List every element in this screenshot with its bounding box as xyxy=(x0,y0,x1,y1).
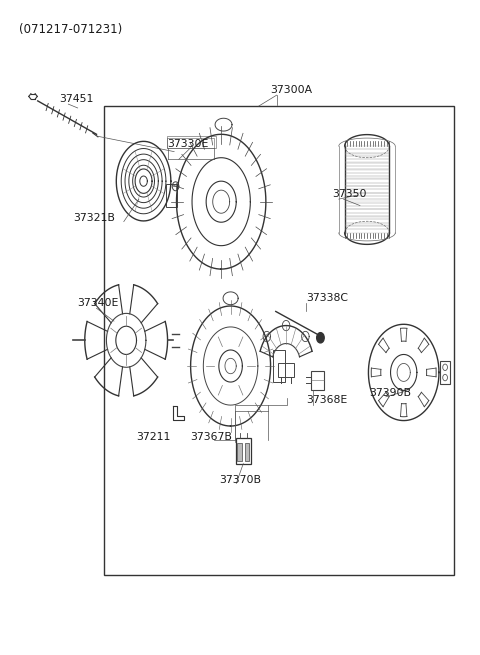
Text: 37451: 37451 xyxy=(59,94,93,104)
Text: 37370B: 37370B xyxy=(219,475,261,485)
Bar xyxy=(166,183,178,207)
Text: 37330E: 37330E xyxy=(167,139,208,149)
Bar xyxy=(273,350,285,382)
Text: 37321B: 37321B xyxy=(73,213,115,223)
Bar xyxy=(311,371,324,390)
Text: 37338C: 37338C xyxy=(306,293,348,303)
Text: 37367B: 37367B xyxy=(191,432,232,441)
Bar xyxy=(278,363,294,377)
Circle shape xyxy=(317,333,324,343)
Bar xyxy=(236,438,251,464)
Text: 37350: 37350 xyxy=(332,189,366,199)
Text: 37340E: 37340E xyxy=(78,298,119,309)
Bar xyxy=(167,138,214,149)
Text: 37390B: 37390B xyxy=(370,388,411,398)
Bar xyxy=(104,106,454,574)
Bar xyxy=(245,443,250,461)
Bar xyxy=(167,136,216,148)
Text: 37368E: 37368E xyxy=(306,394,347,405)
Bar xyxy=(237,443,242,461)
Text: (071217-071231): (071217-071231) xyxy=(19,22,122,35)
Bar xyxy=(440,361,450,384)
Text: 37300A: 37300A xyxy=(271,85,312,95)
Text: 37211: 37211 xyxy=(136,432,171,441)
